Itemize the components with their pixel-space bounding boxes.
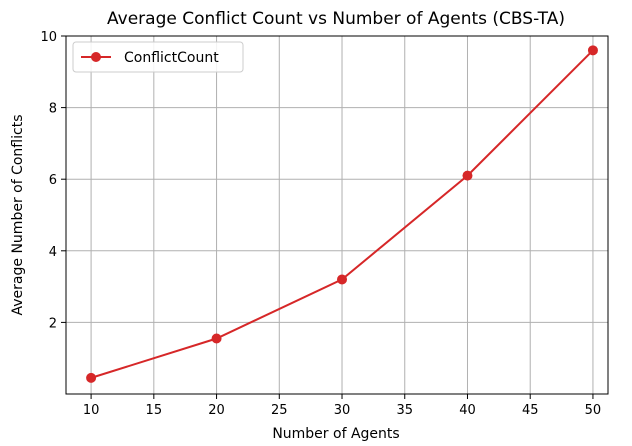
y-tick-label: 4 <box>49 245 57 260</box>
x-tick-label: 10 <box>83 403 100 418</box>
data-point <box>337 274 348 285</box>
legend-marker-swatch <box>91 52 101 62</box>
x-tick-label: 20 <box>208 403 225 418</box>
data-point <box>462 170 473 181</box>
y-axis-label: Average Number of Conflicts <box>10 115 26 316</box>
chart-title: Average Conflict Count vs Number of Agen… <box>107 9 565 29</box>
y-tick-label: 8 <box>49 102 57 117</box>
x-tick-label: 40 <box>459 403 476 418</box>
legend-entry-label: ConflictCount <box>124 50 219 66</box>
legend: ConflictCount <box>72 41 244 73</box>
series-group <box>86 45 598 383</box>
grid <box>66 35 608 394</box>
axis-ticks: 10 15 20 25 30 35 40 45 50 2 4 6 8 10 <box>40 30 601 418</box>
data-point <box>86 372 97 383</box>
x-axis-label: Number of Agents <box>272 426 399 442</box>
plot-area <box>65 35 609 395</box>
x-tick-label: 30 <box>334 403 351 418</box>
data-point <box>587 45 598 56</box>
x-tick-label: 25 <box>271 403 288 418</box>
x-tick-label: 50 <box>585 403 602 418</box>
x-tick-label: 35 <box>396 403 413 418</box>
x-tick-label: 15 <box>146 403 163 418</box>
x-tick-label: 45 <box>522 403 539 418</box>
legend-box <box>72 41 244 73</box>
y-tick-label: 2 <box>49 316 57 331</box>
data-point <box>211 333 222 344</box>
y-tick-label: 6 <box>49 173 57 188</box>
y-tick-label: 10 <box>40 30 57 45</box>
